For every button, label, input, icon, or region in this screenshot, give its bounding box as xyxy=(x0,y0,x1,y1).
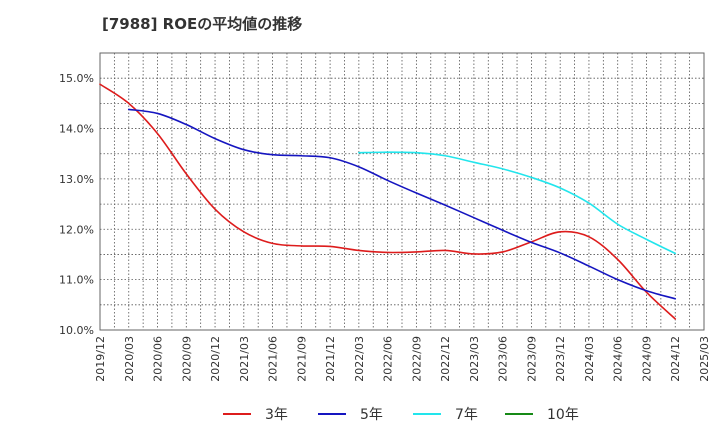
x-tick-label: 2025/03 xyxy=(698,336,711,382)
x-tick-label: 2021/12 xyxy=(324,336,337,382)
series-line-2 xyxy=(358,151,677,255)
x-tick-label: 2023/09 xyxy=(525,336,538,382)
legend-label-3: 10年 xyxy=(547,407,579,423)
x-tick-label: 2020/06 xyxy=(152,336,165,382)
series-lines xyxy=(99,83,677,320)
y-axis-ticks: 10.0% 11.0% 12.0% 13.0% 14.0% 15.0% xyxy=(59,72,94,337)
y-tick-label: 11.0% xyxy=(59,274,94,287)
x-tick-label: 2024/12 xyxy=(669,336,682,382)
x-tick-label: 2023/06 xyxy=(497,336,510,382)
y-tick-label: 14.0% xyxy=(59,123,94,136)
legend: 3年 5年 7年 10年 xyxy=(223,407,579,423)
y-tick-label: 13.0% xyxy=(59,173,94,186)
y-tick-label: 12.0% xyxy=(59,223,94,236)
x-tick-label: 2021/09 xyxy=(295,336,308,382)
x-tick-label: 2024/06 xyxy=(612,336,625,382)
y-tick-label: 15.0% xyxy=(59,72,94,85)
x-tick-label: 2022/09 xyxy=(410,336,423,382)
x-tick-label: 2023/03 xyxy=(468,336,481,382)
x-tick-label: 2022/12 xyxy=(439,336,452,382)
series-line-1 xyxy=(127,108,677,300)
x-tick-label: 2020/03 xyxy=(123,336,136,382)
x-tick-label: 2020/12 xyxy=(209,336,222,382)
legend-label-2: 7年 xyxy=(455,407,478,423)
x-tick-label: 2021/06 xyxy=(267,336,280,382)
x-tick-label: 2021/03 xyxy=(238,336,251,382)
series-line-0 xyxy=(99,83,677,320)
legend-label-1: 5年 xyxy=(360,407,383,423)
x-tick-label: 2019/12 xyxy=(94,336,107,382)
chart-title: [7988] ROEの平均値の推移 xyxy=(102,15,302,33)
x-axis-ticks: 2019/12 2020/03 2020/06 2020/09 2020/12 2021/… xyxy=(94,336,711,382)
x-tick-label: 2022/06 xyxy=(382,336,395,382)
x-tick-label: 2024/03 xyxy=(583,336,596,382)
grid-lines xyxy=(100,53,704,330)
x-tick-label: 2020/09 xyxy=(180,336,193,382)
legend-label-0: 3年 xyxy=(265,407,288,423)
x-tick-label: 2022/03 xyxy=(353,336,366,382)
x-tick-label: 2024/09 xyxy=(640,336,653,382)
y-tick-label: 10.0% xyxy=(59,324,94,337)
x-tick-label: 2023/12 xyxy=(554,336,567,382)
